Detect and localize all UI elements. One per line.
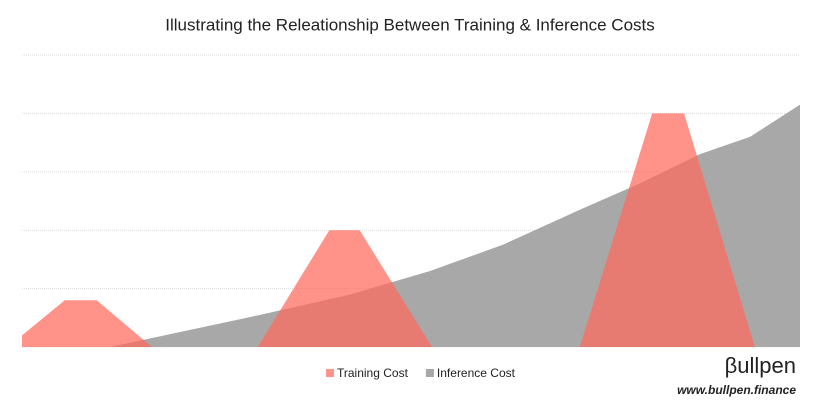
brand: βullpen [725, 353, 796, 378]
plot-area [22, 104, 800, 348]
legend-label: Inference Cost [437, 366, 516, 380]
legend-swatch [425, 369, 434, 377]
chart-title: Illustrating the Releationship Between T… [165, 15, 655, 34]
legend-swatch [326, 369, 334, 377]
legend: Training Cost Inference Cost [326, 366, 516, 380]
legend-label: Training Cost [337, 366, 409, 380]
website: www.bullpen.finance [677, 383, 796, 397]
area [22, 113, 800, 348]
